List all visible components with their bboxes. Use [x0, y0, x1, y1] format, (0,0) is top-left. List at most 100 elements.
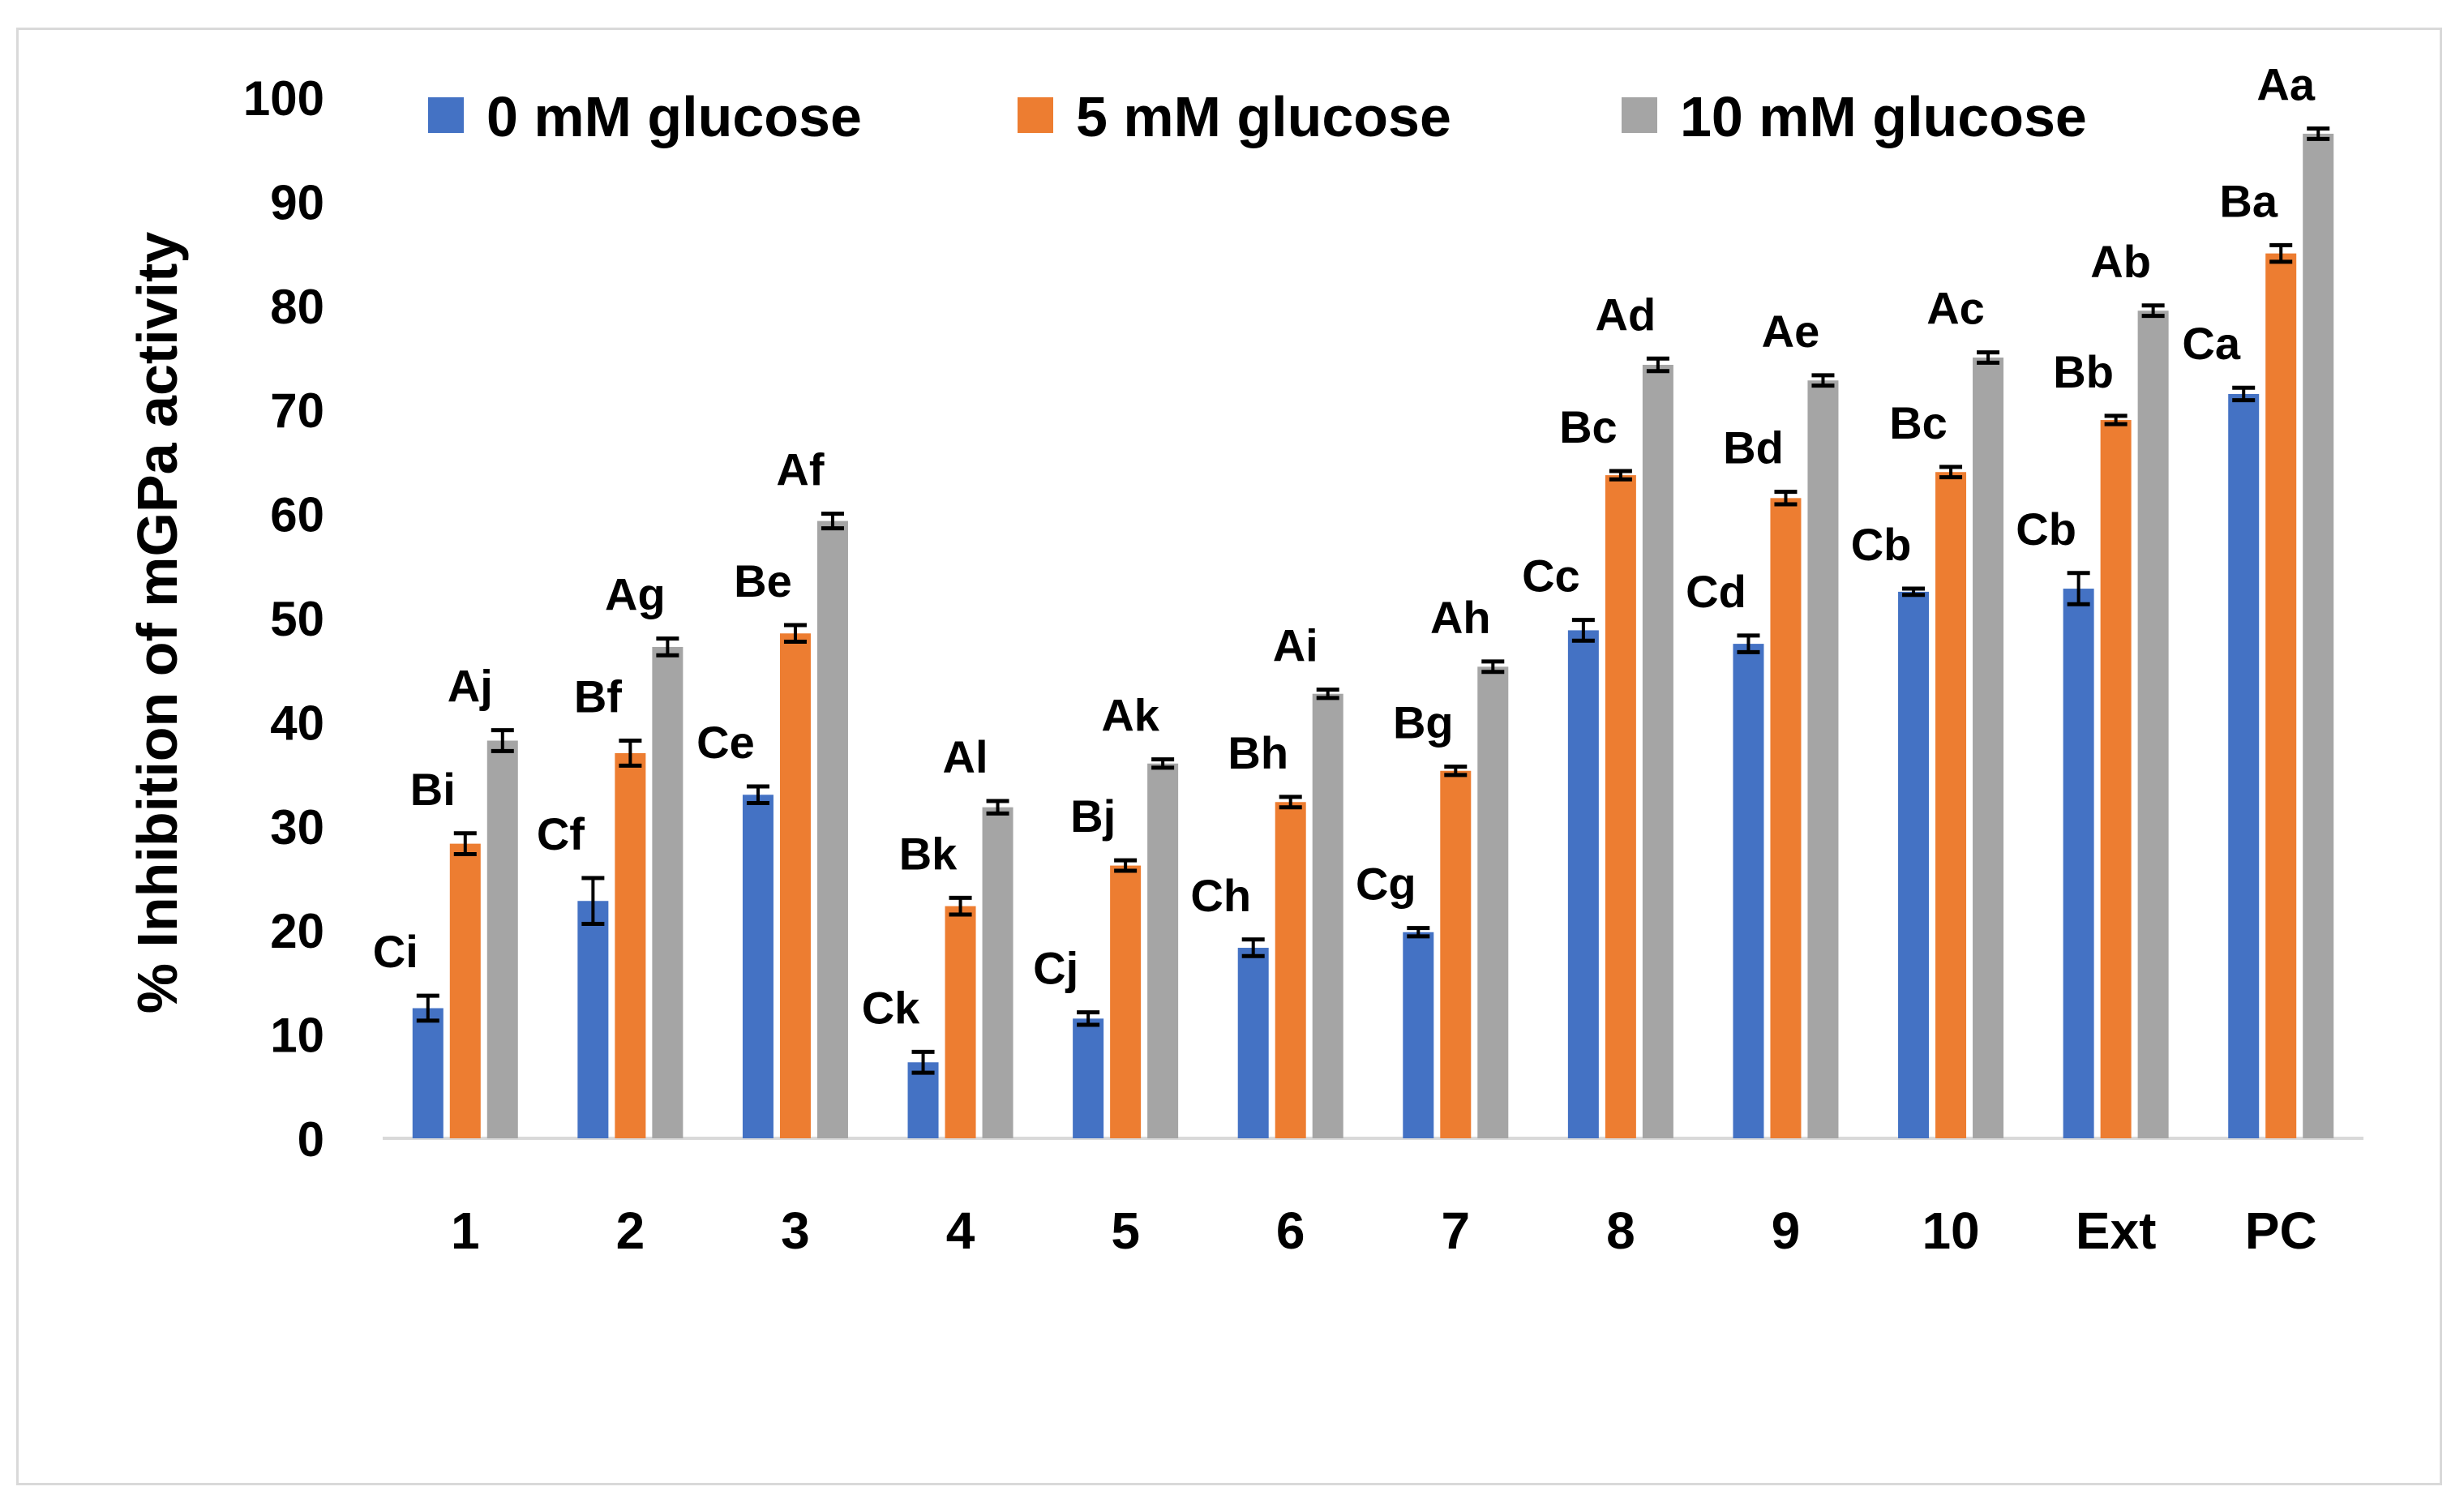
y-tick-label: 70: [270, 383, 324, 438]
bar: [1935, 472, 1967, 1138]
bar: [1403, 932, 1434, 1138]
significance-letter: Ci: [373, 926, 418, 977]
bar: [816, 521, 848, 1138]
bar: [2228, 393, 2260, 1138]
significance-letter: Ca: [2182, 318, 2240, 369]
significance-letter: Cj: [1033, 943, 1078, 994]
chart-frame: [16, 28, 2442, 1485]
significance-letter: Bd: [1723, 422, 1784, 473]
x-tick-label: 2: [616, 1202, 645, 1260]
significance-letter: Be: [734, 555, 792, 606]
bar: [1770, 498, 1802, 1138]
bar: [1237, 948, 1269, 1138]
bar: [1642, 364, 1673, 1138]
x-tick-label: 4: [946, 1202, 975, 1260]
significance-letter: Cc: [1522, 551, 1580, 602]
significance-letter: Bb: [2053, 346, 2114, 397]
significance-letter: Ah: [1430, 592, 1491, 643]
bar: [945, 906, 976, 1138]
significance-letter: Bf: [574, 671, 622, 722]
bar: [1073, 1018, 1104, 1138]
significance-letter: Cg: [1356, 859, 1416, 910]
bar: [2265, 253, 2297, 1139]
significance-letter: Bh: [1228, 727, 1288, 778]
legend-label: 5 mM glucose: [1076, 85, 1451, 148]
y-tick-label: 50: [270, 592, 324, 646]
significance-letter: Cd: [1686, 566, 1746, 617]
significance-letter: Ab: [2090, 236, 2151, 287]
significance-letter: Bc: [1559, 401, 1618, 452]
bar: [1147, 763, 1179, 1138]
bar: [982, 807, 1013, 1138]
y-tick-label: 0: [298, 1112, 324, 1167]
x-tick-label: 7: [1441, 1202, 1470, 1260]
significance-letter: Ck: [862, 982, 920, 1033]
significance-letter: Bc: [1889, 397, 1948, 448]
bar: [1898, 591, 1930, 1138]
bar: [742, 795, 773, 1138]
significance-letter: Aa: [2256, 59, 2315, 110]
significance-letter: Ac: [1926, 283, 1985, 334]
bar: [1440, 770, 1472, 1138]
x-tick-label: 6: [1276, 1202, 1305, 1260]
bar: [652, 646, 683, 1138]
x-tick-label: 5: [1111, 1202, 1140, 1260]
bar: [2100, 420, 2132, 1138]
bar: [577, 901, 609, 1138]
significance-letter: Bg: [1393, 697, 1454, 748]
bar: [779, 633, 811, 1138]
bars-group: Ci Bi Aj Cf Bf Ag Ce Be Af Ck Bk Al Cj Bj Ak Ch Bh Ai Cg Bg…: [373, 59, 2334, 1139]
legend-swatch: [1018, 97, 1053, 133]
legend-label: 10 mM glucose: [1680, 85, 2087, 148]
bar: [2303, 133, 2334, 1139]
y-tick-label: 40: [270, 696, 324, 750]
bar: [907, 1062, 939, 1138]
significance-letter: Ba: [2219, 175, 2278, 226]
x-tick-label: 3: [781, 1202, 810, 1260]
significance-letter: Cb: [2016, 503, 2076, 555]
bar: [1477, 666, 1509, 1138]
significance-letter: Ce: [696, 717, 755, 768]
legend-label: 0 mM glucose: [486, 85, 862, 148]
x-tick-label: Ext: [2076, 1202, 2157, 1260]
x-tick-label: PC: [2245, 1202, 2317, 1260]
bar: [412, 1008, 444, 1138]
legend-swatch: [428, 97, 464, 133]
x-axis-tick-labels: 1 2 3 4 5 6 7 8 9 10 Ext PC: [451, 1202, 2317, 1260]
bar: [615, 752, 646, 1138]
y-axis-title: % Inhibition of mGPa activity: [126, 232, 189, 1014]
y-tick-label: 30: [270, 800, 324, 855]
bar: [1110, 865, 1142, 1138]
significance-letter: Bi: [410, 764, 456, 815]
bar: [2063, 589, 2094, 1138]
significance-letter: Ae: [1762, 306, 1820, 357]
y-tick-label: 20: [270, 904, 324, 958]
significance-letter: Cb: [1851, 519, 1912, 570]
y-tick-label: 80: [270, 280, 324, 334]
significance-letter: Aj: [448, 661, 493, 712]
bar: [1807, 380, 1839, 1138]
bar: [1733, 644, 1764, 1138]
bar: [2137, 311, 2169, 1139]
legend-swatch: [1622, 97, 1657, 133]
significance-letter: Ag: [605, 569, 666, 620]
bar: [1275, 802, 1306, 1138]
significance-letter: Cf: [537, 808, 585, 859]
y-tick-label: 100: [243, 71, 324, 126]
bar: [449, 843, 481, 1138]
bar: [486, 740, 518, 1138]
bar: [1567, 630, 1599, 1138]
significance-letter: Ak: [1101, 690, 1159, 741]
x-tick-label: 8: [1606, 1202, 1635, 1260]
significance-letter: Ch: [1190, 870, 1251, 921]
significance-letter: Bj: [1070, 790, 1116, 842]
x-tick-label: 1: [451, 1202, 480, 1260]
y-tick-label: 90: [270, 175, 324, 229]
x-tick-label: 9: [1772, 1202, 1801, 1260]
y-tick-label: 10: [270, 1009, 324, 1063]
legend: 0 mM glucose 5 mM glucose 10 mM glucose: [428, 85, 2087, 148]
significance-letter: Ai: [1273, 620, 1318, 671]
bar: [1973, 358, 2004, 1138]
significance-letter: Ad: [1596, 289, 1656, 340]
